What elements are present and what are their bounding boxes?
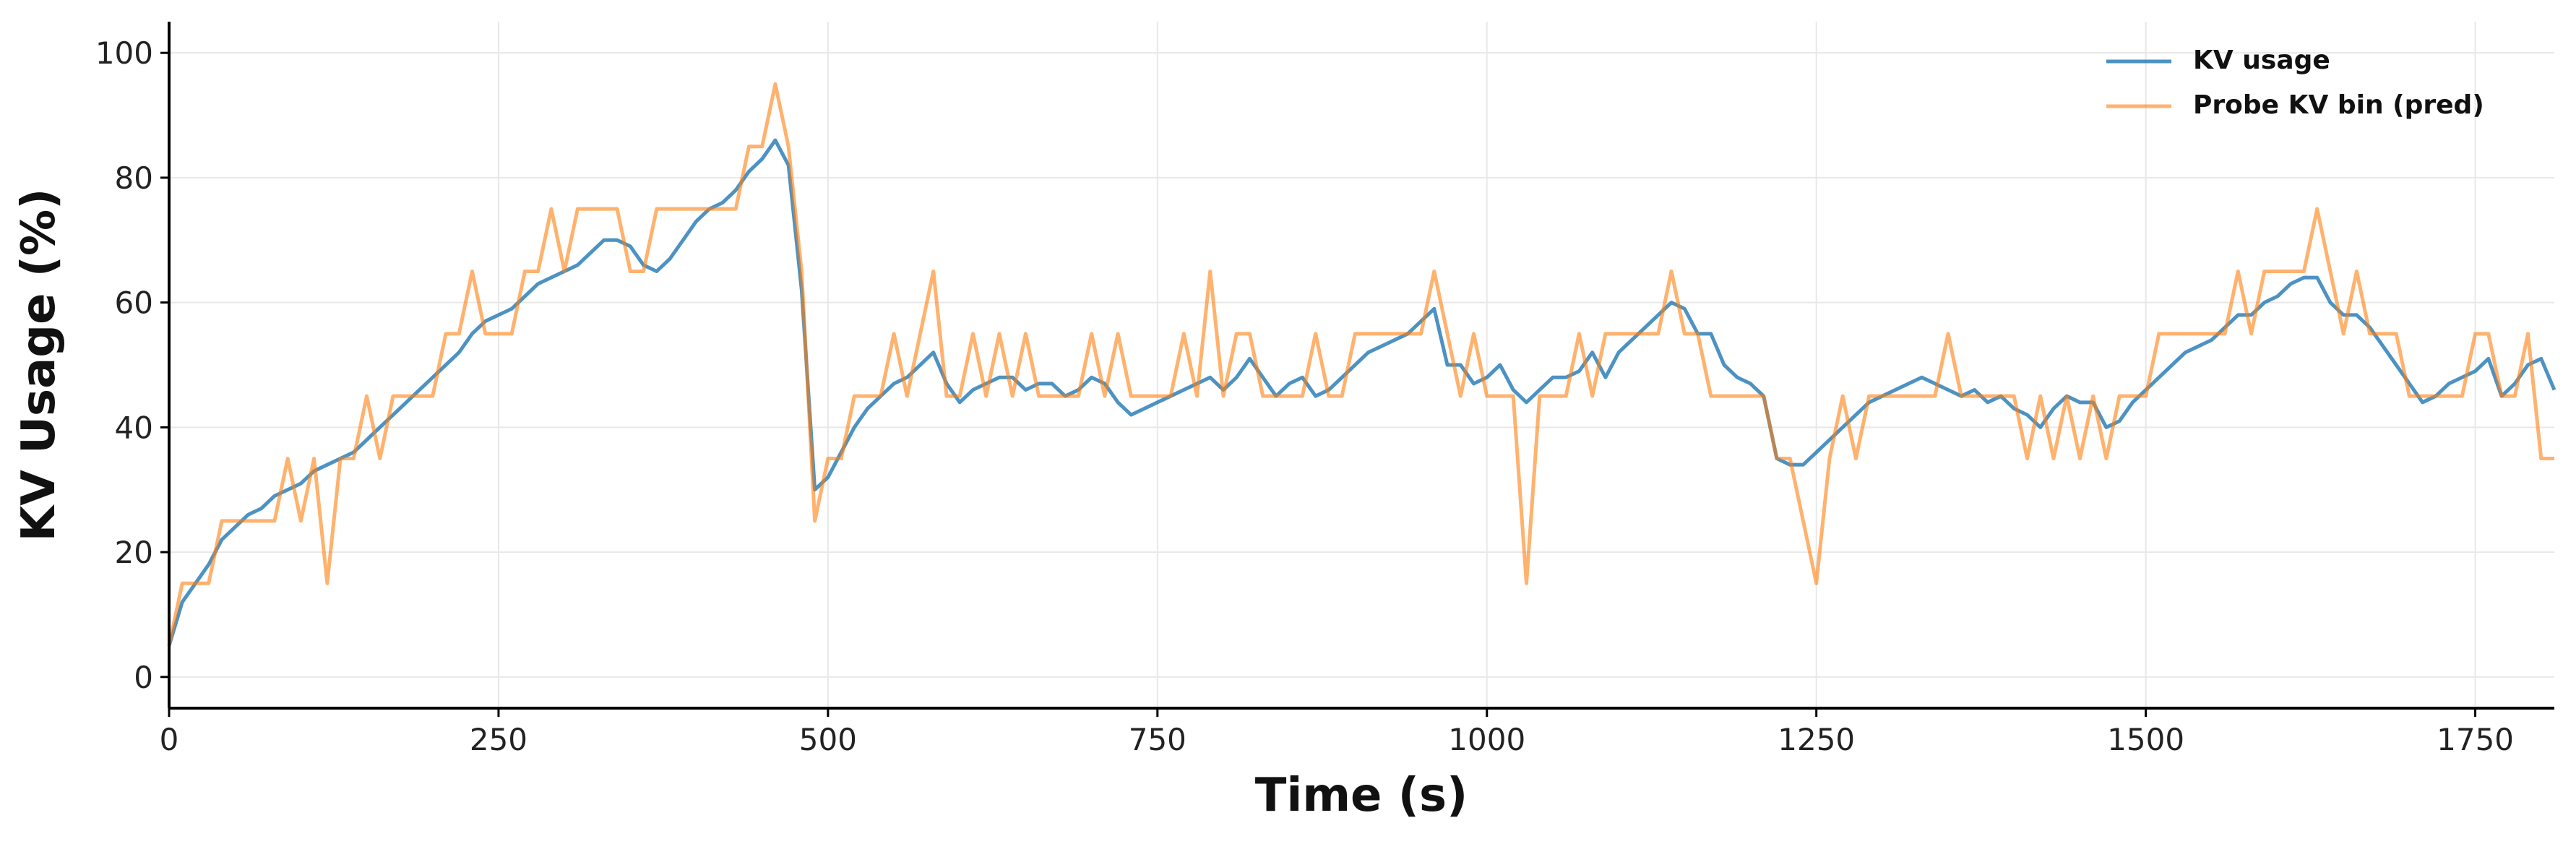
y-tick-label: 20: [115, 535, 153, 570]
y-tick-label: 40: [115, 410, 153, 445]
x-tick-label: 1500: [2107, 722, 2184, 757]
y-tick-label: 0: [134, 660, 153, 695]
y-tick-label: 80: [115, 160, 153, 196]
series-line: [167, 82, 2554, 647]
series-line: [167, 138, 2556, 647]
x-tick-label: 1250: [1778, 722, 1855, 757]
y-axis-label: KV Usage (%): [12, 189, 66, 542]
x-tick-label: 500: [799, 722, 857, 757]
x-tick-label: 1750: [2437, 722, 2514, 757]
y-tick-label: 100: [95, 35, 153, 71]
y-tick-label: 60: [115, 285, 153, 321]
legend-label: KV usage: [2193, 46, 2330, 75]
x-tick-label: 0: [160, 722, 179, 757]
x-tick-label: 750: [1129, 722, 1186, 757]
x-tick-label: 250: [470, 722, 527, 757]
x-axis-label: Time (s): [1255, 769, 1468, 822]
x-tick-label: 1000: [1448, 722, 1525, 757]
legend-label: Probe KV bin (pred): [2193, 90, 2484, 120]
